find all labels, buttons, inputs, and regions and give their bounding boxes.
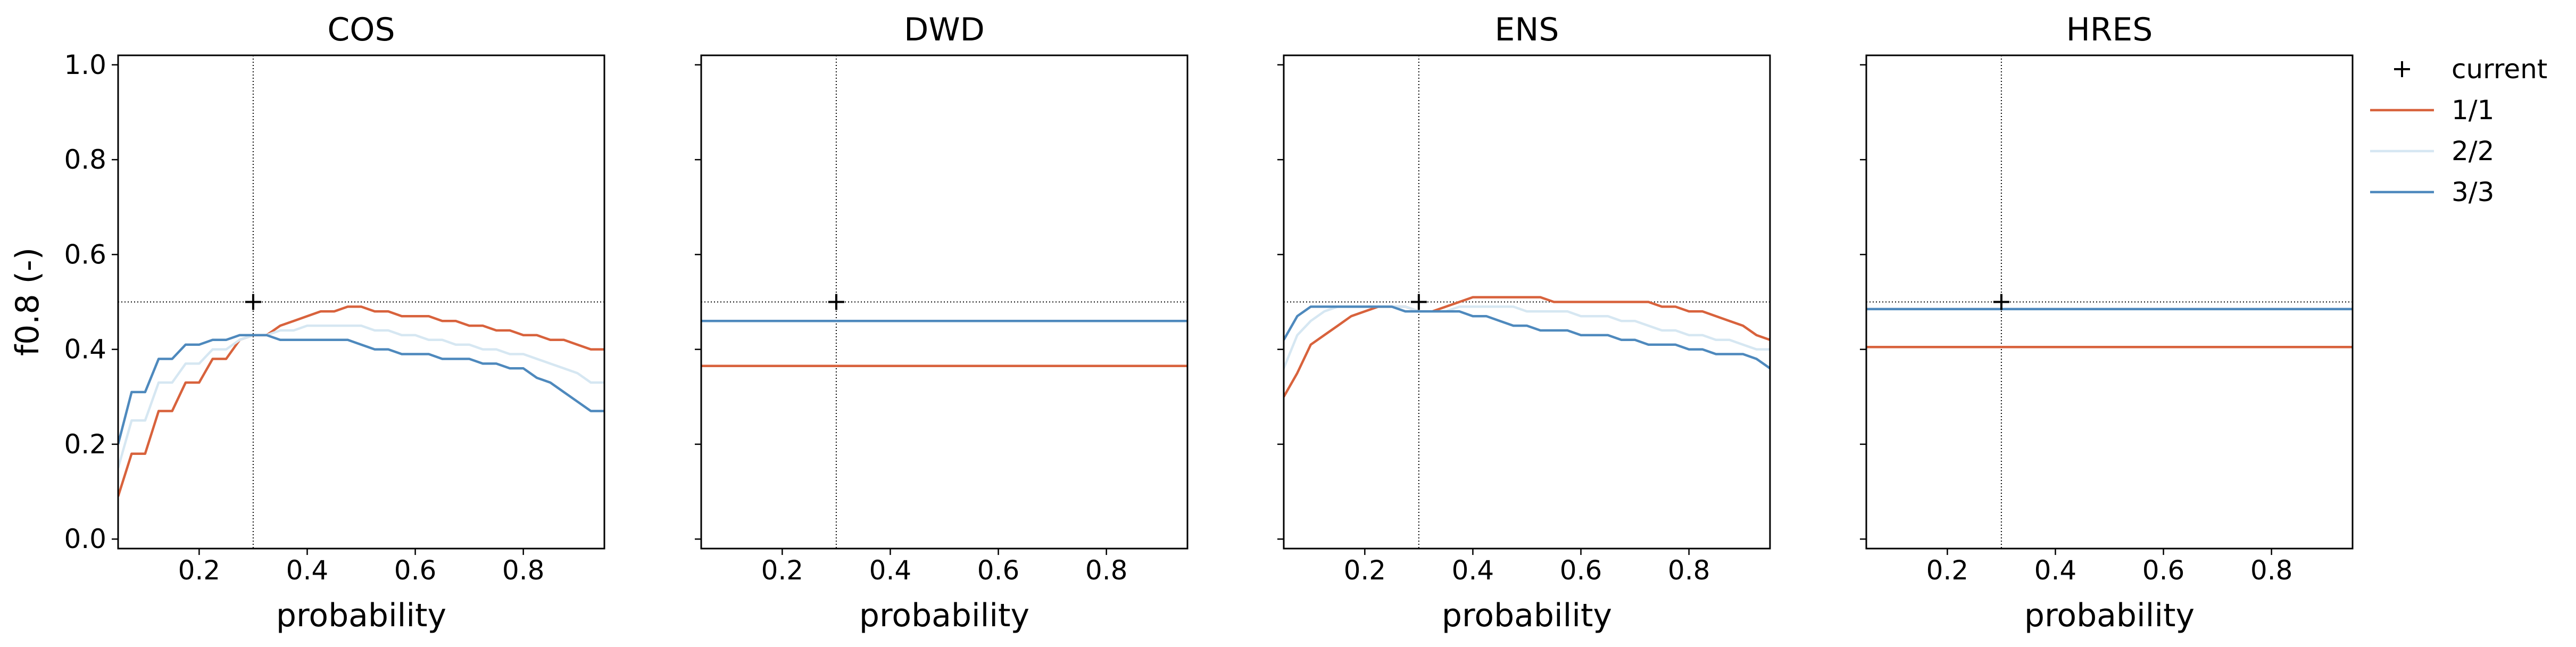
series-line-3-3 xyxy=(118,334,604,445)
x-axis-label: probability xyxy=(1442,597,1612,634)
current-marker xyxy=(1410,294,1427,310)
x-tick-label: 0.6 xyxy=(394,555,437,586)
y-tick-label: 0.8 xyxy=(64,144,106,175)
legend-item: 2/2 xyxy=(2370,136,2494,167)
panel-title: COS xyxy=(327,11,395,48)
plot-frame xyxy=(1865,54,2354,550)
legend-label: current xyxy=(2452,54,2547,85)
x-tick-label: 0.4 xyxy=(286,555,329,586)
series-line-2-2 xyxy=(118,324,604,469)
panel-cos: 0.2 0.4 0.6 0.8 0.0 0.2 0.4 0.6 0.8 1.0 COS probabi… xyxy=(64,11,605,634)
panel-hres: 0.2 0.4 0.6 0.8 HRES probability xyxy=(1860,11,2354,634)
legend-label: 3/3 xyxy=(2452,177,2494,208)
series-line-3-3 xyxy=(1284,305,1770,370)
plot-frame xyxy=(700,54,1189,550)
x-axis-label: probability xyxy=(2024,597,2195,634)
series-group xyxy=(1866,308,2353,349)
x-tick-label: 0.2 xyxy=(1926,555,1969,586)
x-tick-label: 0.8 xyxy=(2250,555,2293,586)
y-tick-label: 0.6 xyxy=(64,239,106,270)
legend-item: 3/3 xyxy=(2370,177,2494,208)
panel-dwd: 0.2 0.4 0.6 0.8 DWD probability xyxy=(695,11,1189,634)
legend-label: 2/2 xyxy=(2452,136,2494,167)
current-marker xyxy=(828,294,844,310)
legend-item: 1/1 xyxy=(2370,95,2494,126)
x-tick-label: 0.8 xyxy=(1085,555,1128,586)
x-tick-label: 0.6 xyxy=(1560,555,1602,586)
x-axis-label: probability xyxy=(276,597,446,634)
x-tick-label: 0.8 xyxy=(502,555,545,586)
x-tick-label: 0.4 xyxy=(1452,555,1494,586)
series-group xyxy=(1284,296,1770,397)
series-line-2-2 xyxy=(1284,305,1770,369)
y-axis-label: f0.8 (-) xyxy=(9,247,46,356)
legend-item: current xyxy=(2394,54,2547,85)
legend: current 1/1 2/2 3/3 xyxy=(2370,54,2547,208)
y-tick-label: 0.2 xyxy=(64,429,106,460)
panel-title: ENS xyxy=(1495,11,1559,48)
x-tick-label: 0.4 xyxy=(869,555,912,586)
x-tick-label: 0.4 xyxy=(2034,555,2077,586)
panel-title: HRES xyxy=(2066,11,2153,48)
x-tick-label: 0.8 xyxy=(1668,555,1710,586)
x-tick-label: 0.2 xyxy=(1344,555,1386,586)
plot-frame xyxy=(117,54,605,550)
y-tick-label: 0.4 xyxy=(64,334,106,365)
series-line-1-1 xyxy=(118,305,604,497)
series-group xyxy=(118,305,604,497)
panel-ens: 0.2 0.4 0.6 0.8 ENS probability xyxy=(1277,11,1771,634)
x-axis-label: probability xyxy=(859,597,1029,634)
x-tick-label: 0.2 xyxy=(178,555,221,586)
series-line-1-1 xyxy=(1284,296,1770,397)
x-tick-label: 0.6 xyxy=(977,555,1020,586)
series-group xyxy=(701,319,1187,368)
plot-frame xyxy=(1283,54,1771,550)
legend-label: 1/1 xyxy=(2452,95,2494,126)
x-tick-label: 0.2 xyxy=(761,555,804,586)
y-tick-label: 1.0 xyxy=(64,49,106,80)
current-marker xyxy=(1993,294,2009,310)
y-tick-label: 0.0 xyxy=(64,524,106,554)
x-tick-label: 0.6 xyxy=(2142,555,2185,586)
panel-title: DWD xyxy=(904,11,985,48)
current-marker xyxy=(245,294,261,310)
